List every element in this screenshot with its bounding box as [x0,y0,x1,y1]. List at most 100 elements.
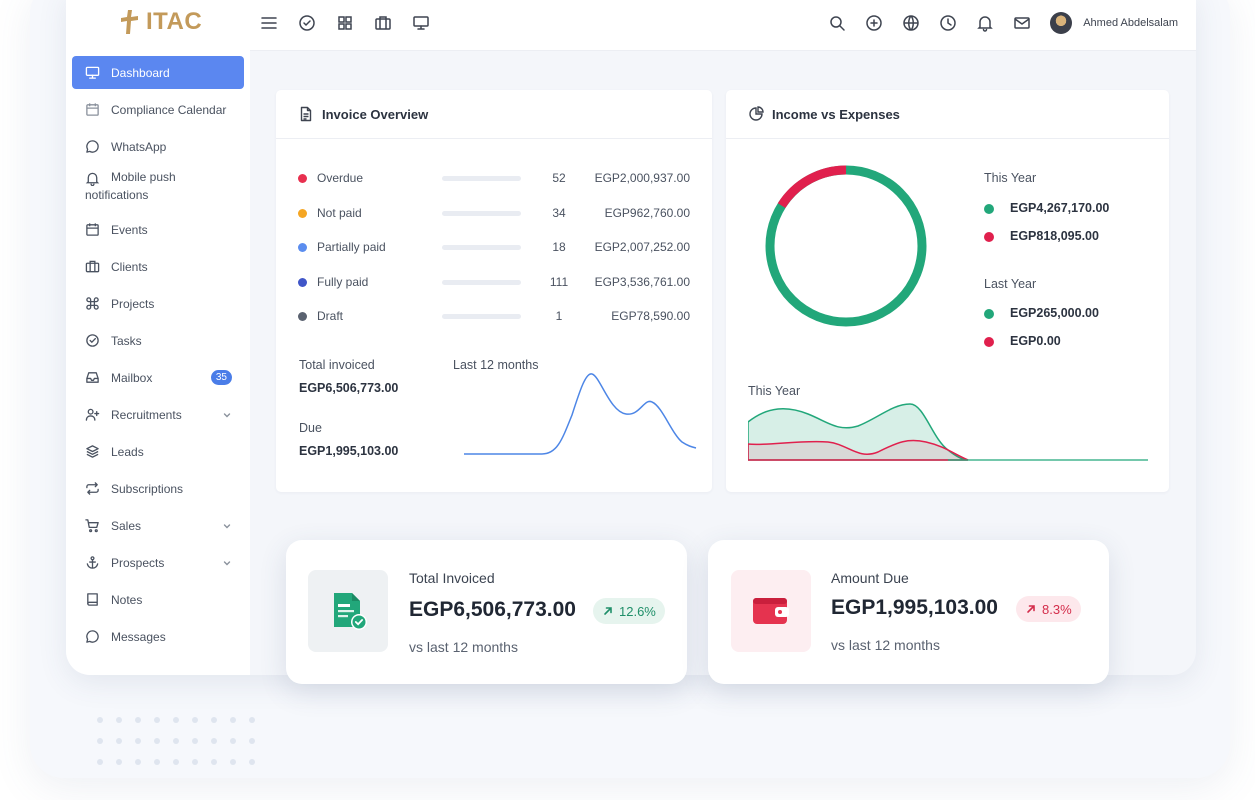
sidebar-item-label: Clients [111,259,148,274]
status-count: 1 [555,309,563,323]
sidebar-item-sales[interactable]: Sales [72,509,244,542]
sidebar: Dashboard Compliance Calendar WhatsApp M… [66,50,250,675]
change-value: 8.3% [1042,601,1072,617]
this-year-label: This Year [984,171,1037,185]
sidebar-item-whatsapp[interactable]: WhatsApp [72,130,244,163]
sidebar-item-dashboard[interactable]: Dashboard [72,56,244,89]
app-window: ITAC Ahmed Abdelsalam Dashboard [66,0,1196,675]
invoice-trend-sparkline [464,373,697,455]
status-amount: EGP2,007,252.00 [594,240,690,254]
sidebar-item-label: WhatsApp [111,139,167,154]
status-amount: EGP962,760.00 [604,206,690,220]
sidebar-item-mailbox[interactable]: Mailbox 35 [72,361,244,394]
sidebar-item-tasks[interactable]: Tasks [72,324,244,357]
invoice-status-row[interactable]: Draft 1 EGP78,590.00 [298,307,690,327]
status-dot [298,312,307,321]
sidebar-item-clients[interactable]: Clients [72,250,244,283]
check-circle-icon[interactable] [298,14,316,32]
plus-circle-icon[interactable] [865,14,883,32]
status-amount: EGP2,000,937.00 [594,171,690,185]
invoice-overview-card: Invoice Overview Overdue 52 EGP2,000,937… [276,90,712,492]
stat-card-total-invoiced[interactable]: Total Invoiced EGP6,506,773.00 12.6% vs … [286,540,687,684]
calendar-icon [86,223,99,236]
income-dot [984,204,994,214]
user-name[interactable]: Ahmed Abdelsalam [1083,17,1178,29]
stat-title: Amount Due [831,570,909,586]
status-dot [298,243,307,252]
clock-icon[interactable] [939,14,957,32]
sidebar-item-label: Messages [111,629,166,644]
sidebar-item-compliance-calendar[interactable]: Compliance Calendar [72,93,244,126]
sidebar-item-recruitments[interactable]: Recruitments [72,398,244,431]
status-dot [298,278,307,287]
status-amount: EGP78,590.00 [611,309,690,323]
status-label: Not paid [317,206,362,220]
sidebar-item-events[interactable]: Events [72,213,244,246]
mail-icon[interactable] [1013,14,1031,32]
legend-value: EGP4,267,170.00 [1010,201,1110,215]
anchor-icon [86,556,99,569]
sidebar-item-label: Recruitments [111,407,182,422]
monitor-icon[interactable] [412,14,430,32]
sidebar-item-prospects[interactable]: Prospects [72,546,244,579]
card-header: Invoice Overview [276,90,712,139]
status-count: 18 [552,240,566,254]
decorative-dots [97,717,255,765]
pie-chart-icon [749,106,764,121]
status-count: 34 [552,206,566,220]
globe-icon[interactable] [902,14,920,32]
status-dot [298,174,307,183]
sidebar-item-messages[interactable]: Messages [72,620,244,653]
legend-value: EGP818,095.00 [1010,229,1099,243]
total-invoiced-value: EGP6,506,773.00 [299,381,399,395]
sidebar-item-label: Sales [111,518,142,533]
grid-icon[interactable] [336,14,354,32]
income-area [748,403,969,461]
invoice-status-row[interactable]: Fully paid 111 EGP3,536,761.00 [298,273,690,293]
status-progress-bar [442,211,521,216]
expenses-area [748,439,969,461]
stat-value: EGP1,995,103.00 [831,596,998,619]
legend-value: EGP265,000.00 [1010,306,1099,320]
monitor-icon [85,66,100,79]
layers-icon [86,445,99,458]
card-header: Income vs Expenses [726,90,1169,139]
sidebar-item-leads[interactable]: Leads [72,435,244,468]
calendar-icon [86,103,99,116]
toolbar-left [260,14,430,32]
status-amount: EGP3,536,761.00 [594,275,690,289]
invoice-status-row[interactable]: Not paid 34 EGP962,760.00 [298,204,690,224]
search-icon[interactable] [828,14,846,32]
invoice-status-row[interactable]: Overdue 52 EGP2,000,937.00 [298,169,690,189]
cart-icon [85,519,99,533]
stat-value: EGP6,506,773.00 [409,598,576,621]
check-circle-icon [86,334,99,347]
stat-subtitle: vs last 12 months [409,639,518,655]
card-title: Invoice Overview [322,107,429,122]
status-progress-bar [442,245,521,250]
trend-up-icon [1027,605,1035,613]
sidebar-item-mobile-push[interactable]: Mobile push notifications [72,165,244,207]
total-invoiced-label: Total invoiced [299,358,375,372]
invoice-status-row[interactable]: Partially paid 18 EGP2,007,252.00 [298,238,690,258]
sidebar-item-notes[interactable]: Notes [72,583,244,616]
chat-bubble-icon [86,630,99,643]
last-year-label: Last Year [984,277,1037,291]
sidebar-item-subscriptions[interactable]: Subscriptions [72,472,244,505]
sidebar-item-label: Tasks [111,333,142,348]
brand-name: ITAC [146,8,203,35]
status-dot [298,209,307,218]
sidebar-item-projects[interactable]: Projects [72,287,244,320]
brand-logo[interactable]: ITAC [118,8,202,36]
bell-icon [85,172,100,186]
stat-title: Total Invoiced [409,570,495,586]
briefcase-icon[interactable] [374,14,392,32]
sidebar-item-label: Subscriptions [111,481,184,496]
avatar[interactable] [1050,12,1073,34]
menu-icon[interactable] [260,14,278,32]
stat-card-amount-due[interactable]: Amount Due EGP1,995,103.00 8.3% vs last … [708,540,1109,684]
book-icon [87,593,98,606]
sidebar-item-label: Prospects [111,555,165,570]
bell-icon[interactable] [976,14,994,32]
due-value: EGP1,995,103.00 [299,444,399,458]
